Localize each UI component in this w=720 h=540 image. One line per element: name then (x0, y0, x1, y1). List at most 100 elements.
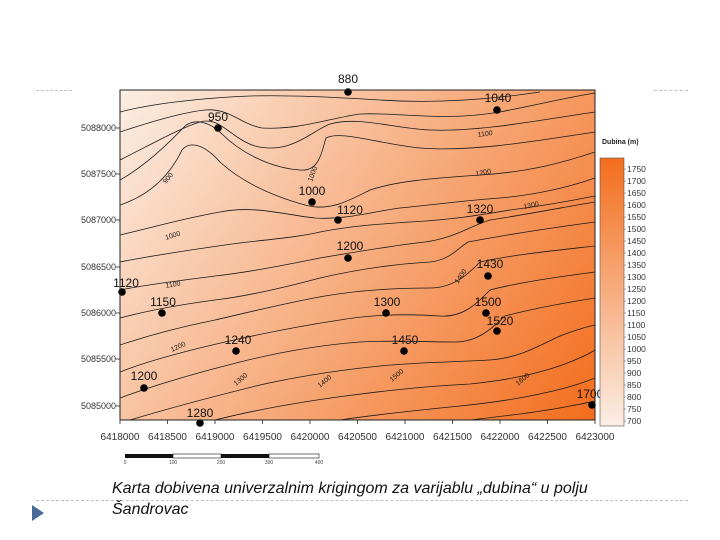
scale-label: 400 (315, 460, 324, 466)
well-label: 1120 (113, 276, 139, 290)
contour-line (120, 121, 595, 181)
top-left-divider (36, 90, 72, 91)
contour-line (469, 400, 595, 420)
x-tick-label: 6419500 (243, 432, 282, 443)
legend-labels: 1750 1700 1650 1600 1550 1500 1450 1400 1350 1300… (624, 164, 646, 426)
scale-label: 300 (265, 460, 274, 466)
x-tick-label: 6418500 (148, 432, 187, 443)
legend-label: 750 (627, 404, 641, 414)
caption-line-1: Karta dobivena univerzalnim krigingom za… (112, 480, 588, 497)
y-tick-label: 5088000 (81, 123, 116, 133)
well-label: 1700 (577, 387, 604, 401)
legend-label: 800 (627, 392, 641, 402)
x-tick-label: 6422500 (528, 432, 567, 443)
contour-label: 1000 (307, 166, 319, 183)
scale-segment (172, 453, 222, 459)
y-axis: 5088000 5087500 5087000 5086500 5086000 50855… (81, 123, 120, 411)
legend-label: 1750 (627, 164, 646, 174)
legend-label: 850 (627, 380, 641, 390)
top-right-divider (654, 90, 688, 91)
legend-label: 1100 (627, 320, 646, 330)
y-tick-label: 5087500 (81, 169, 116, 179)
well-label: 1120 (337, 203, 363, 217)
well-label: 1040 (485, 91, 512, 105)
contour-line (120, 221, 595, 319)
x-tick-label: 6421500 (433, 432, 472, 443)
contour-line (120, 177, 595, 236)
well-marker (232, 347, 240, 355)
legend-label: 1600 (627, 200, 646, 210)
contour-line (120, 91, 541, 113)
well-label: 1320 (467, 202, 494, 216)
scale-segment (268, 453, 320, 459)
x-axis: 6418000 6418500 6419000 6419500 6420000 64205… (101, 420, 615, 443)
well-label: 1520 (487, 314, 514, 328)
legend-label: 1700 (627, 176, 646, 186)
x-tick-label: 6422000 (481, 432, 520, 443)
well-marker (334, 216, 342, 224)
well-marker (493, 106, 501, 114)
well-marker (344, 88, 352, 96)
legend-label: 700 (627, 416, 641, 426)
y-tick-label: 5086000 (81, 308, 116, 318)
scale-label: 0 (124, 460, 127, 466)
well-marker (196, 419, 204, 427)
legend-color-bar (599, 157, 625, 427)
legend-label: 1500 (627, 224, 646, 234)
well-marker (140, 384, 148, 392)
contour-line (120, 195, 595, 263)
contour-line (120, 245, 595, 346)
y-tick-label: 5085500 (81, 354, 116, 364)
scale-bar: 0 100 200 300 400 (124, 453, 324, 466)
contour-line (214, 349, 595, 420)
well-marker (308, 198, 316, 206)
legend-label: 1350 (627, 260, 646, 270)
legend-label: 1000 (627, 344, 646, 354)
scale-segment (221, 454, 269, 458)
legend-label: 1200 (627, 296, 646, 306)
scale-label: 100 (169, 460, 178, 466)
well-label: 1300 (374, 295, 401, 309)
depth-legend: Dubina (m) 17501700165016001550150014501… (599, 139, 646, 427)
contour-line (129, 324, 595, 420)
x-tick-label: 6420500 (338, 432, 377, 443)
contour-label: 1000 (164, 230, 181, 242)
well-label: 1500 (475, 295, 502, 309)
well-marker (484, 272, 492, 280)
well-label: 1000 (299, 184, 326, 198)
legend-label: 1150 (627, 308, 646, 318)
legend-label: 1550 (627, 212, 646, 222)
x-tick-label: 6418000 (101, 432, 140, 443)
bottom-divider (36, 500, 688, 501)
well-label: 1200 (131, 369, 158, 383)
contour-lines (120, 91, 595, 420)
slide-caption: Karta dobivena univerzalnim krigingom za… (112, 478, 672, 520)
caption-line-2: Šandrovac (112, 501, 189, 518)
contour-line (120, 297, 595, 399)
triangle-bullet-icon (32, 505, 44, 521)
well-label: 880 (338, 72, 358, 86)
well-marker (382, 309, 390, 317)
well-marker (158, 309, 166, 317)
legend-label: 1050 (627, 332, 646, 342)
contour-line (120, 144, 595, 208)
contour-line (120, 271, 595, 373)
well-marker (482, 309, 490, 317)
x-tick-label: 6421000 (386, 432, 425, 443)
legend-label: 900 (627, 368, 641, 378)
well-marker (493, 327, 501, 335)
y-tick-label: 5085000 (81, 401, 116, 411)
well-marker (344, 254, 352, 262)
contour-line (120, 111, 595, 161)
legend-label: 1250 (627, 284, 646, 294)
scale-segment (125, 454, 173, 458)
x-tick-label: 6419000 (196, 432, 235, 443)
legend-label: 950 (627, 356, 641, 366)
well-marker (588, 401, 596, 409)
well-marker (476, 216, 484, 224)
legend-label: 1450 (627, 236, 646, 246)
contour-label: 1100 (477, 130, 493, 139)
legend-title: Dubina (m) (602, 139, 639, 146)
legend-label: 1300 (627, 272, 646, 282)
